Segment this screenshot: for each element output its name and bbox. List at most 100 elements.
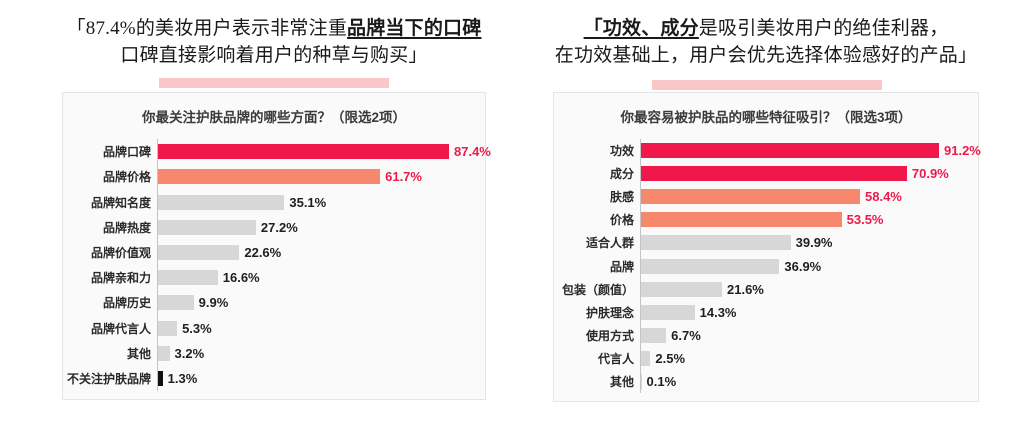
headline-right-line2: 在功效基础上，用户会优先选择体验感好的产品」 <box>554 45 978 66</box>
bar <box>158 244 240 260</box>
value-label: 39.9% <box>795 235 833 251</box>
category-label: 品牌热度 <box>102 220 151 235</box>
bar <box>641 327 667 343</box>
bar-row: 功效 91.2% <box>554 139 981 163</box>
chart-question-left: 你最关注护肤品牌的哪些方面？（限选2项） <box>141 110 406 125</box>
value-label: 6.7% <box>671 327 701 343</box>
value-label: 3.2% <box>174 345 205 361</box>
bar <box>158 144 449 160</box>
plot-area: 21.6% <box>640 277 974 301</box>
bar <box>641 281 722 297</box>
bar-chart-left: 品牌口碑 87.4% 品牌价格 61.7% 品牌知名度 35.1% 品牌热度 27.2% 品牌价… <box>63 139 491 392</box>
category-label: 品牌亲和力 <box>90 271 151 286</box>
plot-area: 58.4% <box>640 185 974 209</box>
bar-row: 成分 70.9% <box>554 162 974 186</box>
bar-row: 适合人群 39.9% <box>554 231 974 255</box>
bar <box>641 304 695 320</box>
bar-row: 价格 53.5% <box>554 208 974 232</box>
bar-row: 品牌口碑 87.4% <box>63 139 491 165</box>
bar-row: 品牌代言人 5.3% <box>63 315 481 341</box>
value-label: 58.4% <box>865 189 902 205</box>
value-label: 1.3% <box>167 370 198 386</box>
category-label: 其他 <box>126 346 151 361</box>
category-label: 品牌历史 <box>102 296 151 311</box>
bar-row: 其他 3.2% <box>63 340 481 366</box>
category-label: 使用方式 <box>585 328 634 343</box>
value-label: 53.5% <box>846 212 884 228</box>
plot-area: 53.5% <box>640 208 974 232</box>
value-label: 61.7% <box>385 169 422 185</box>
plot-area: 27.2% <box>157 214 481 240</box>
value-label: 16.6% <box>222 270 260 286</box>
plot-area: 1.3% <box>157 365 481 392</box>
category-label: 品牌价格 <box>102 170 151 185</box>
plot-area: 9.9% <box>157 290 481 316</box>
value-label: 22.6% <box>244 244 282 260</box>
bar-row: 肤感 58.4% <box>554 185 974 209</box>
bar-row: 品牌亲和力 16.6% <box>63 265 481 291</box>
category-label: 价格 <box>609 213 634 228</box>
bar <box>641 189 860 205</box>
headline-right-line1: 「功效、成分是吸引美妆用户的绝佳利器， <box>531 15 1001 42</box>
plot-area: 3.2% <box>157 340 481 366</box>
bar-row: 品牌 36.9% <box>554 254 974 278</box>
headline-right-highlight: 「功效、成分 <box>583 18 699 39</box>
plot-area: 70.9% <box>640 162 974 186</box>
headline-left-line1: 「87.4%的美妆用户表示非常注重品牌当下的口碑 <box>30 15 518 42</box>
headline-left-highlight: 品牌当下的口碑 <box>347 18 482 39</box>
bar-row: 其他 0.1% <box>554 369 974 394</box>
plot-area: 16.6% <box>157 265 481 291</box>
bar <box>158 219 256 235</box>
headline-right-suffix: 是吸引美妆用户的绝佳利器， <box>698 18 949 39</box>
value-label: 27.2% <box>260 219 298 235</box>
category-label: 品牌价值观 <box>90 245 151 260</box>
bar-row: 包装（颜值） 21.6% <box>554 277 974 301</box>
bar <box>158 270 218 286</box>
bar-row: 不关注护肤品牌 1.3% <box>63 365 481 392</box>
plot-area: 39.9% <box>640 231 974 255</box>
plot-area: 36.9% <box>640 254 974 278</box>
bar <box>641 258 780 274</box>
value-label: 0.1% <box>646 373 677 389</box>
plot-area: 22.6% <box>157 239 481 266</box>
bar <box>641 235 791 251</box>
category-label: 适合人群 <box>585 236 634 251</box>
bar-row: 品牌历史 9.9% <box>63 290 481 316</box>
value-label: 91.2% <box>944 143 981 159</box>
bar <box>641 212 842 228</box>
bar <box>641 350 651 366</box>
plot-area: 35.1% <box>157 189 481 215</box>
value-label: 87.4% <box>454 144 491 160</box>
value-label: 2.5% <box>655 350 686 366</box>
category-label: 品牌代言人 <box>90 321 151 336</box>
plot-area: 2.5% <box>640 346 974 370</box>
plot-area: 6.7% <box>640 323 974 347</box>
bar-row: 品牌知名度 35.1% <box>63 189 481 215</box>
category-label: 其他 <box>609 374 634 389</box>
plot-area: 87.4% <box>157 139 491 165</box>
headline-right: 「功效、成分是吸引美妆用户的绝佳利器， 在功效基础上，用户会优先选择体验感好的产… <box>531 15 1001 69</box>
chart-panel-left: 你最关注护肤品牌的哪些方面？（限选2项） 品牌口碑 87.4% 品牌价格 61.7% 品… <box>62 92 491 400</box>
bar <box>158 345 170 361</box>
chart-question-right: 你最容易被护肤品的哪些特征吸引？（限选3项） <box>620 110 912 125</box>
bar-row: 使用方式 6.7% <box>554 323 974 347</box>
bar <box>158 320 178 336</box>
value-label: 21.6% <box>727 281 764 297</box>
category-label: 功效 <box>609 144 634 159</box>
category-label: 品牌 <box>609 259 634 274</box>
bar <box>158 295 194 311</box>
category-label: 代言人 <box>597 351 634 366</box>
category-label: 品牌知名度 <box>90 195 151 210</box>
bar-row: 品牌价值观 22.6% <box>63 239 481 266</box>
category-label: 品牌口碑 <box>102 145 151 160</box>
value-label: 36.9% <box>784 258 822 274</box>
value-label: 35.1% <box>289 194 327 210</box>
bar-row: 代言人 2.5% <box>554 346 974 370</box>
bar <box>641 373 642 389</box>
headline-left-prefix: 「87.4%的美妆用户表示非常注重 <box>66 18 348 39</box>
pink-underline-strip-right <box>652 80 882 90</box>
bar-row: 品牌价格 61.7% <box>63 164 481 190</box>
category-label: 不关注护肤品牌 <box>66 371 151 386</box>
bar <box>641 143 939 159</box>
plot-area: 61.7% <box>157 164 481 190</box>
